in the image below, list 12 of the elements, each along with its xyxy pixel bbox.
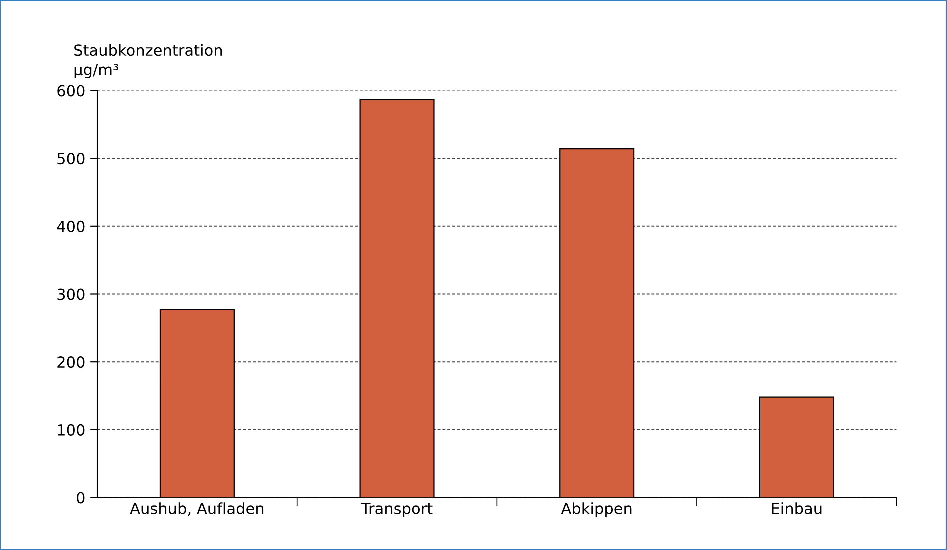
y-tick-label: 600: [58, 85, 85, 97]
x-tick-label: Aushub, Aufladen: [130, 502, 264, 516]
y-tick-label: 300: [58, 288, 85, 300]
y-tick-label: 400: [57, 220, 85, 232]
y-axis-title: Staubkonzentration µg/m³: [74, 44, 222, 79]
y-tick-label: 0: [77, 492, 85, 504]
y-tick-label: 200: [58, 356, 85, 368]
x-tick-label: Abkippen: [561, 502, 632, 518]
x-tick-label: Transport: [361, 503, 433, 518]
x-tick-label: Einbau: [772, 502, 822, 514]
y-tick-label: 100: [58, 424, 85, 436]
y-tick-label: 500: [58, 153, 85, 165]
